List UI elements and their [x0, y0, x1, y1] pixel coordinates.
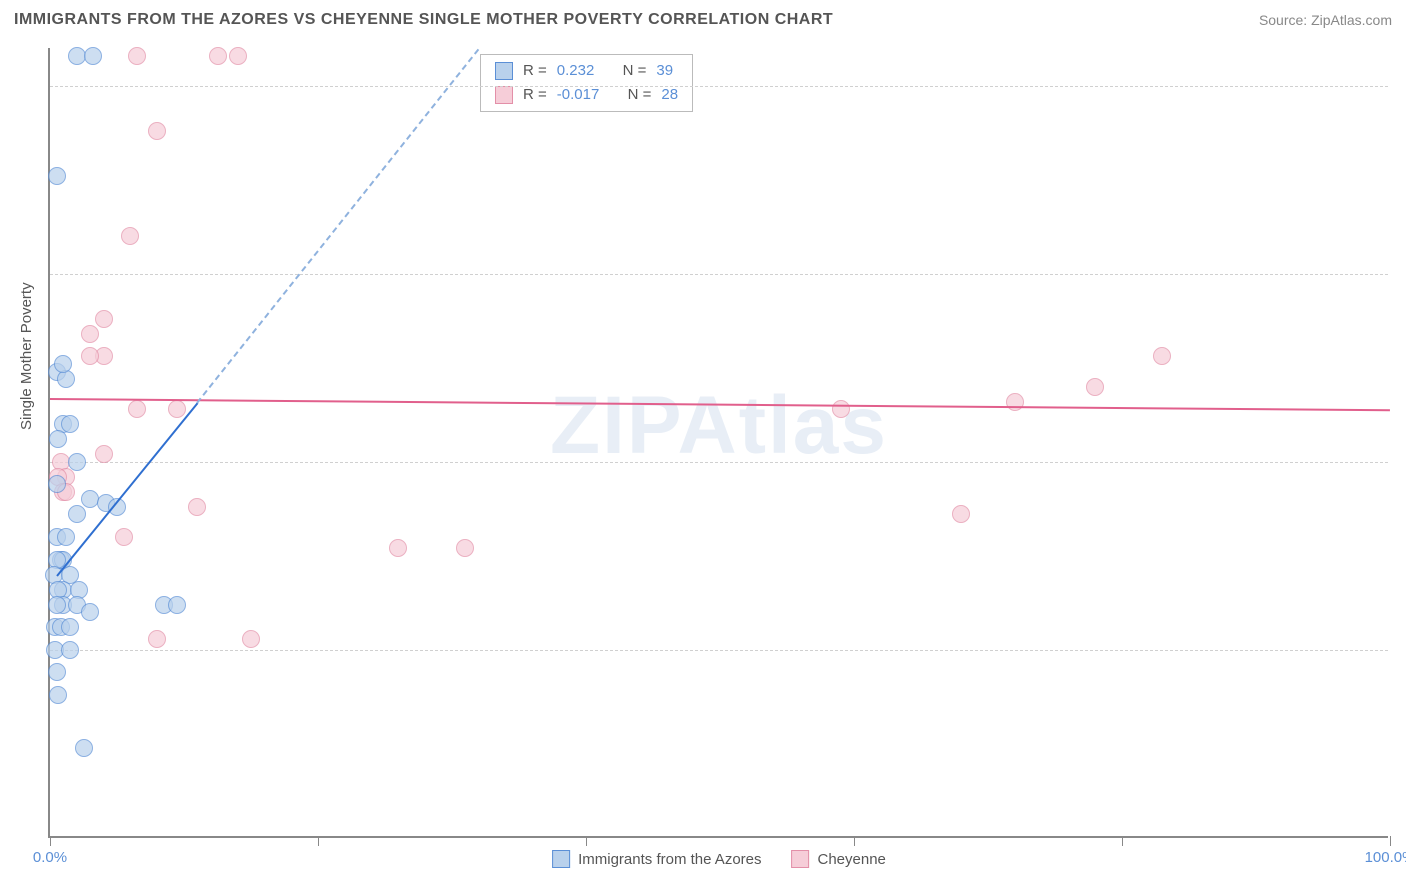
- data-point: [48, 663, 66, 681]
- data-point: [121, 227, 139, 245]
- data-point: [48, 596, 66, 614]
- data-point: [81, 347, 99, 365]
- data-point: [242, 630, 260, 648]
- data-point: [168, 596, 186, 614]
- legend-item-a: Immigrants from the Azores: [552, 850, 761, 868]
- data-point: [168, 400, 186, 418]
- y-tick-label: 100.0%: [1398, 77, 1406, 94]
- data-point: [84, 47, 102, 65]
- x-tick: [1390, 836, 1391, 846]
- data-point: [49, 430, 67, 448]
- swatch-b: [495, 86, 513, 104]
- y-tick-label: 50.0%: [1398, 453, 1406, 470]
- data-point: [95, 310, 113, 328]
- data-point: [68, 505, 86, 523]
- data-point: [57, 528, 75, 546]
- chart-title: IMMIGRANTS FROM THE AZORES VS CHEYENNE S…: [14, 11, 833, 29]
- data-point: [48, 167, 66, 185]
- series-legend: Immigrants from the Azores Cheyenne: [552, 850, 886, 868]
- data-point: [75, 739, 93, 757]
- data-point: [115, 528, 133, 546]
- data-point: [81, 603, 99, 621]
- trend-line-extrapolated: [197, 48, 480, 403]
- x-tick: [586, 836, 587, 846]
- grid-line: [50, 86, 1388, 87]
- y-axis-label: Single Mother Poverty: [18, 282, 35, 430]
- watermark: ZIPAtlas: [550, 379, 888, 473]
- data-point: [81, 490, 99, 508]
- grid-line: [50, 274, 1388, 275]
- source-label: Source: ZipAtlas.com: [1259, 12, 1392, 28]
- data-point: [61, 415, 79, 433]
- legend-label-a: Immigrants from the Azores: [578, 851, 761, 868]
- legend-item-b: Cheyenne: [792, 850, 886, 868]
- data-point: [61, 641, 79, 659]
- data-point: [49, 686, 67, 704]
- x-tick: [854, 836, 855, 846]
- data-point: [128, 400, 146, 418]
- data-point: [54, 355, 72, 373]
- data-point: [209, 47, 227, 65]
- x-tick: [50, 836, 51, 846]
- y-tick-label: 25.0%: [1398, 641, 1406, 658]
- data-point: [148, 630, 166, 648]
- x-tick: [318, 836, 319, 846]
- data-point: [95, 445, 113, 463]
- data-point: [229, 47, 247, 65]
- data-point: [148, 122, 166, 140]
- legend-label-b: Cheyenne: [818, 851, 886, 868]
- data-point: [48, 475, 66, 493]
- data-point: [61, 618, 79, 636]
- data-point: [68, 453, 86, 471]
- data-point: [952, 505, 970, 523]
- data-point: [832, 400, 850, 418]
- x-tick-label: 0.0%: [33, 849, 67, 866]
- data-point: [1153, 347, 1171, 365]
- y-tick-label: 75.0%: [1398, 265, 1406, 282]
- data-point: [128, 47, 146, 65]
- trend-line: [50, 398, 1390, 411]
- data-point: [81, 325, 99, 343]
- grid-line: [50, 462, 1388, 463]
- correlation-legend: R = 0.232 N = 39 R = -0.017 N = 28: [480, 54, 693, 112]
- data-point: [57, 370, 75, 388]
- swatch-a: [495, 62, 513, 80]
- legend-row-a: R = 0.232 N = 39: [495, 59, 678, 83]
- swatch-b-icon: [792, 850, 810, 868]
- data-point: [456, 539, 474, 557]
- swatch-a-icon: [552, 850, 570, 868]
- x-tick-label: 100.0%: [1365, 849, 1406, 866]
- grid-line: [50, 650, 1388, 651]
- data-point: [389, 539, 407, 557]
- scatter-chart: ZIPAtlas R = 0.232 N = 39 R = -0.017 N =…: [48, 48, 1388, 838]
- data-point: [188, 498, 206, 516]
- data-point: [1086, 378, 1104, 396]
- x-tick: [1122, 836, 1123, 846]
